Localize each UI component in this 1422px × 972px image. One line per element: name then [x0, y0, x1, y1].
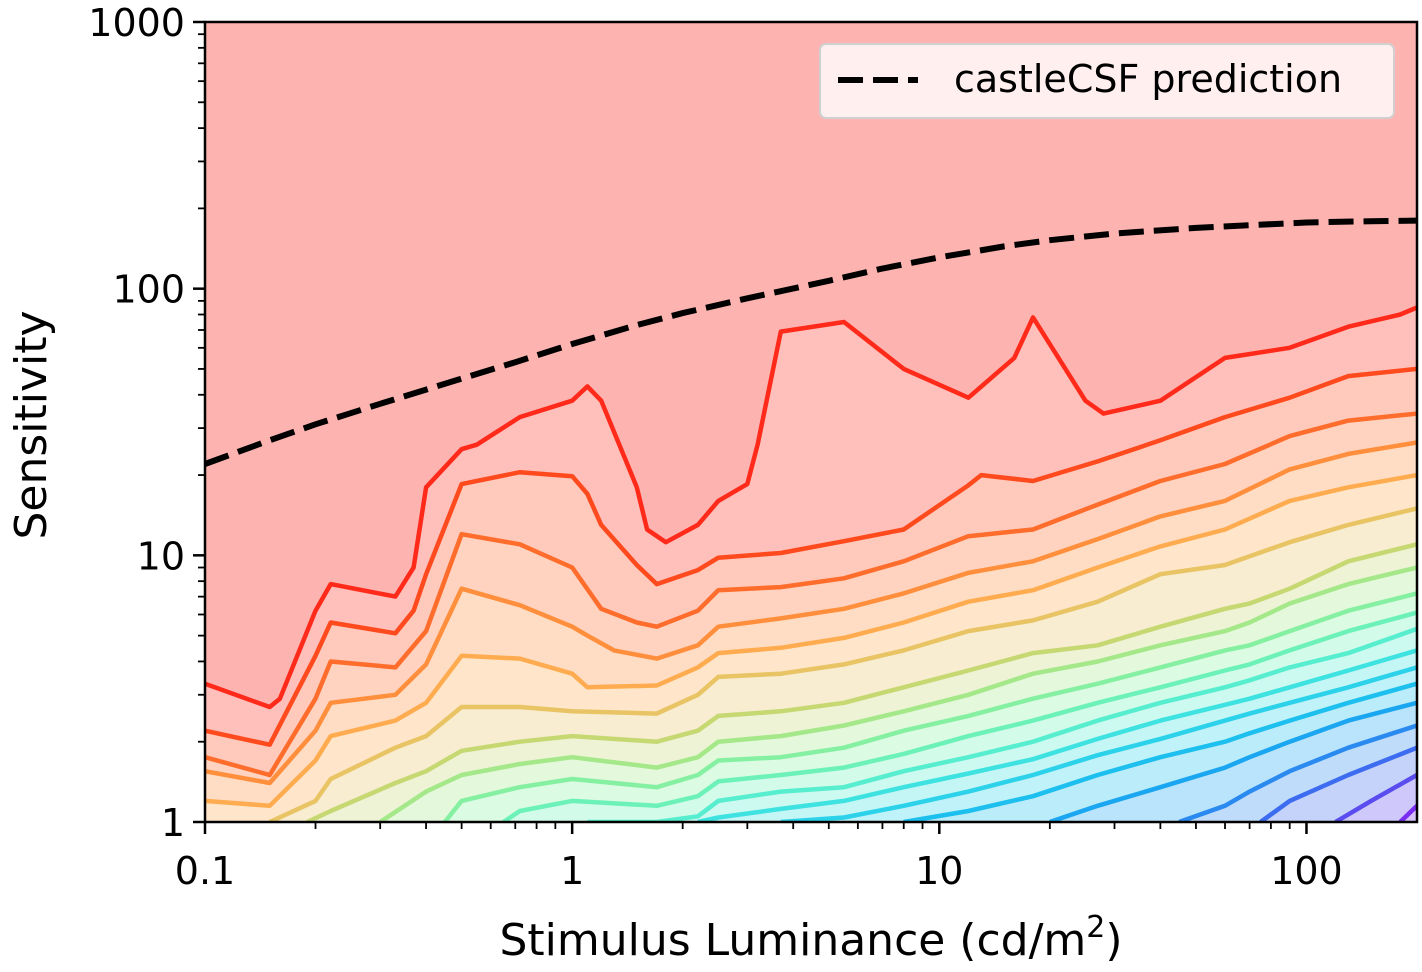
legend-label: castleCSF prediction — [954, 57, 1342, 101]
x-tick-label: 10 — [915, 849, 963, 893]
y-axis: 1 10 100 1000 — [88, 1, 205, 845]
contour-line — [443, 591, 1417, 822]
contour-line — [502, 610, 1417, 822]
contour-line — [697, 648, 1417, 822]
x-axis-label: Stimulus Luminance (cd/m2) — [499, 910, 1122, 966]
contour-line — [587, 626, 1417, 822]
y-tick-label: 10 — [137, 534, 185, 578]
x-tick-label: 1 — [560, 849, 584, 893]
prediction-layer — [205, 217, 1417, 467]
contour-line — [1398, 804, 1417, 822]
prediction-line — [205, 217, 1417, 467]
x-axis-label-close: ) — [1105, 915, 1122, 966]
y-tick-label: 1000 — [88, 1, 185, 45]
contour-line — [903, 681, 1417, 822]
contour-line — [1334, 773, 1417, 822]
y-tick-label: 1 — [161, 801, 185, 845]
plot-frame — [203, 20, 1419, 824]
x-axis-label-superscript: 2 — [1086, 910, 1105, 945]
contour-line — [205, 411, 1417, 778]
contour-line — [205, 472, 1417, 809]
legend-box — [819, 43, 1395, 119]
contour-line — [268, 506, 1417, 822]
contour-line — [205, 366, 1417, 747]
x-axis: 0.1 1 10 100 — [175, 822, 1343, 893]
legend: castleCSF prediction — [819, 43, 1395, 119]
x-tick-label: 100 — [1270, 849, 1343, 893]
contour-line — [1178, 723, 1417, 822]
contour-line — [1049, 700, 1417, 822]
contour-line — [306, 542, 1417, 822]
contour-line — [378, 565, 1417, 822]
contour-lines — [205, 305, 1417, 822]
contour-line — [205, 305, 1417, 710]
contour-line — [205, 440, 1417, 786]
y-tick-label: 100 — [112, 268, 185, 312]
contour-line — [780, 665, 1417, 822]
x-tick-label: 0.1 — [175, 849, 235, 893]
y-axis-label: Sensitivity — [6, 310, 57, 539]
contour-line — [1259, 745, 1417, 822]
contour-band-top — [205, 22, 1417, 707]
